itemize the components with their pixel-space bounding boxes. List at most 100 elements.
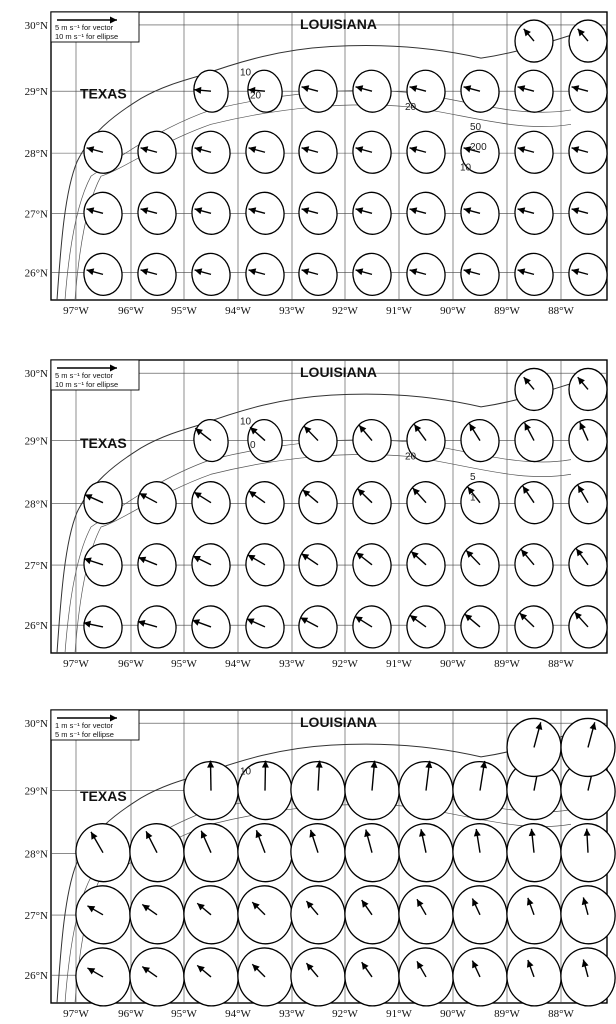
arrow-head-icon — [140, 207, 149, 215]
arrow-head-icon — [417, 899, 424, 908]
legend-box — [50, 359, 140, 391]
arrow-head-icon — [466, 550, 474, 558]
arrow-head-icon — [355, 268, 364, 276]
longitude-tick-label: 88°W — [548, 305, 574, 317]
arrow-head-icon — [207, 760, 215, 768]
arrow-head-icon — [252, 902, 260, 910]
arrow-head-icon — [364, 829, 371, 838]
arrow-head-icon — [197, 965, 205, 973]
longitude-tick-label: 97°W — [63, 658, 89, 670]
arrow-head-icon — [252, 964, 260, 972]
arrow-head-icon — [419, 829, 426, 837]
latitude-tick-label: 26°N — [25, 620, 48, 632]
longitude-tick-label: 94°W — [225, 1008, 251, 1020]
arrow-head-icon — [581, 959, 589, 968]
isobath-label: 200 — [470, 142, 487, 153]
arrow-head-icon — [194, 146, 203, 154]
arrow-head-icon — [409, 85, 418, 92]
longitude-tick-label: 96°W — [118, 658, 144, 670]
arrow-head-icon — [356, 552, 364, 560]
arrow-head-icon — [409, 268, 418, 276]
longitude-tick-label: 94°W — [225, 305, 251, 317]
arrow-head-icon — [526, 897, 534, 906]
arrow-head-icon — [248, 490, 257, 498]
legend-box — [50, 709, 140, 741]
arrow-head-icon — [355, 85, 364, 92]
arrow-head-icon — [192, 619, 200, 626]
arrow-head-icon — [409, 146, 418, 154]
isobath-label: 10 — [240, 67, 252, 78]
latitude-tick-label: 28°N — [25, 499, 48, 511]
arrow-head-icon — [302, 489, 311, 498]
latitude-tick-label: 28°N — [25, 849, 48, 861]
arrow-head-icon — [571, 85, 580, 92]
arrow-head-icon — [301, 146, 310, 154]
longitude-tick-label: 90°W — [440, 658, 466, 670]
arrow-head-icon — [83, 620, 92, 628]
isobath-label: 10 — [240, 766, 252, 777]
arrow-head-icon — [137, 619, 146, 627]
arrow-head-icon — [355, 146, 364, 154]
arrow-head-icon — [306, 901, 314, 909]
arrow-head-icon — [577, 28, 585, 37]
isobath-label: 0 — [250, 440, 256, 451]
arrow-head-icon — [517, 268, 526, 276]
arrow-head-icon — [91, 831, 98, 840]
latitude-tick-label: 26°N — [25, 268, 48, 280]
longitude-tick-label: 95°W — [171, 305, 197, 317]
arrow-head-icon — [355, 207, 364, 215]
arrow-head-icon — [571, 207, 580, 215]
arrow-head-icon — [524, 422, 531, 431]
arrow-head-icon — [86, 207, 95, 215]
longitude-tick-label: 92°W — [332, 305, 358, 317]
longitude-tick-label: 91°W — [386, 305, 412, 317]
arrow-head-icon — [193, 555, 201, 563]
arrow-head-icon — [523, 28, 531, 37]
longitude-tick-label: 94°W — [225, 658, 251, 670]
arrow-head-icon — [194, 86, 202, 94]
longitude-tick-label: 97°W — [63, 1008, 89, 1020]
arrow-head-icon — [309, 829, 317, 838]
latitude-tick-label: 29°N — [25, 786, 48, 798]
state-label-louisiana: LOUISIANA — [300, 16, 377, 32]
latitude-tick-label: 27°N — [25, 910, 48, 922]
state-label-texas: TEXAS — [80, 788, 127, 804]
legend-ellipse-scale: 10 m s⁻¹ for ellipse — [55, 380, 118, 389]
arrow-head-icon — [528, 828, 536, 837]
state-label-louisiana: LOUISIANA — [300, 714, 377, 730]
arrow-head-icon — [417, 961, 424, 970]
arrow-head-icon — [409, 615, 418, 623]
arrow-head-icon — [409, 207, 418, 215]
arrow-head-icon — [522, 486, 530, 494]
longitude-tick-label: 91°W — [386, 658, 412, 670]
latitude-tick-label: 30°N — [25, 20, 48, 32]
longitude-tick-label: 90°W — [440, 305, 466, 317]
longitude-tick-label: 95°W — [171, 1008, 197, 1020]
arrow-head-icon — [246, 618, 255, 625]
coastline — [56, 28, 592, 301]
arrow-head-icon — [306, 963, 314, 971]
arrow-head-icon — [255, 830, 263, 839]
arrow-head-icon — [463, 146, 472, 154]
arrow-head-icon — [146, 831, 153, 840]
latitude-tick-label: 28°N — [25, 148, 48, 160]
longitude-tick-label: 93°W — [279, 658, 305, 670]
arrow-head-icon — [194, 268, 203, 276]
longitude-tick-label: 92°W — [332, 1008, 358, 1020]
arrow-head-icon — [261, 760, 269, 768]
arrow-head-icon — [425, 760, 433, 769]
arrow-head-icon — [301, 553, 310, 561]
arrow-head-icon — [248, 268, 257, 276]
arrow-head-icon — [140, 268, 149, 276]
arrow-head-icon — [357, 488, 366, 497]
arrow-head-icon — [589, 722, 597, 730]
arrow-head-icon — [361, 962, 369, 970]
longitude-tick-label: 90°W — [440, 1008, 466, 1020]
state-label-louisiana: LOUISIANA — [300, 364, 377, 380]
isobath-label: 1 — [470, 493, 476, 504]
arrow-head-icon — [110, 16, 117, 24]
arrow-head-icon — [200, 830, 208, 839]
isobath-label: 5 — [470, 472, 476, 483]
